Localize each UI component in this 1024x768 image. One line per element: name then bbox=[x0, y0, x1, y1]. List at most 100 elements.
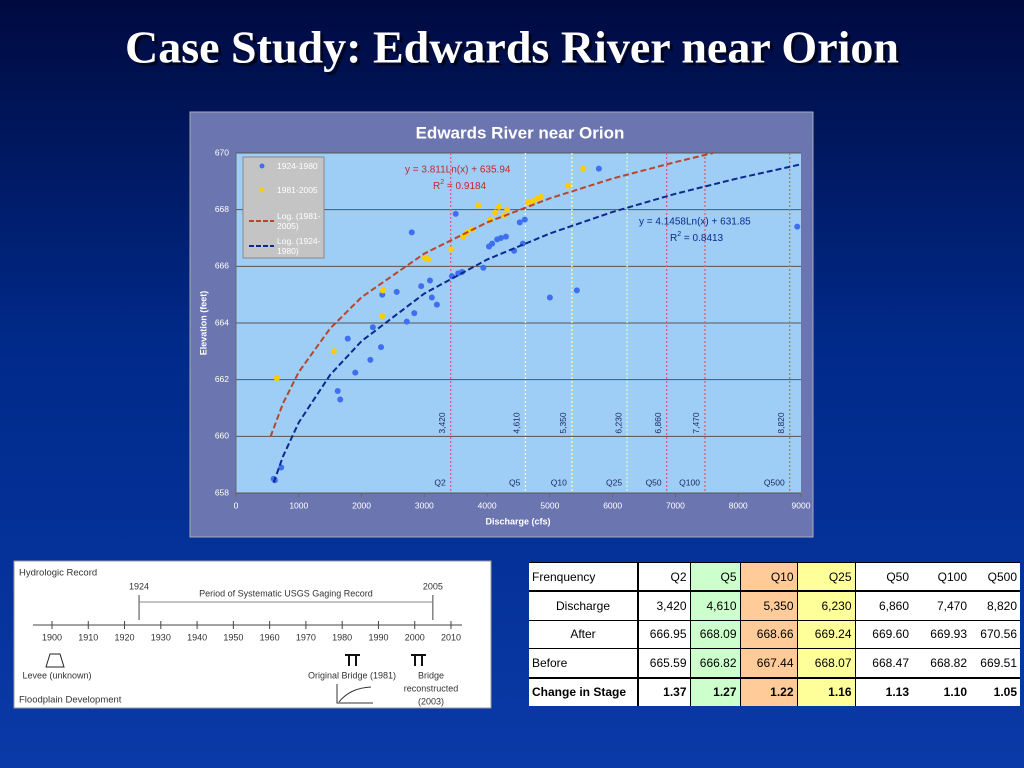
point bbox=[379, 287, 386, 294]
levee-label: Levee (unknown) bbox=[22, 670, 91, 680]
point bbox=[496, 203, 503, 210]
table-cell: 3,420 bbox=[638, 590, 691, 621]
r-squared: R2 = 0.9184 bbox=[433, 179, 487, 192]
table-cell: 668.09 bbox=[690, 619, 741, 649]
bridge-label: Original Bridge (1981) bbox=[308, 670, 396, 680]
table-cell: 4,610 bbox=[690, 590, 741, 621]
table-cell: Q5 bbox=[690, 562, 741, 592]
reference-name: Q2 bbox=[434, 477, 446, 487]
point bbox=[337, 396, 344, 403]
point bbox=[426, 277, 433, 284]
reference-name: Q5 bbox=[509, 477, 521, 487]
y-tick-label: 670 bbox=[215, 147, 229, 157]
point bbox=[502, 233, 509, 240]
r-squared-part: 2 bbox=[677, 231, 681, 238]
reference-name: Q500 bbox=[764, 477, 785, 487]
timeline-year: 1950 bbox=[223, 632, 243, 642]
x-tick-label: 5000 bbox=[540, 500, 559, 510]
table-cell: Q100 bbox=[912, 562, 970, 592]
timeline-panel bbox=[13, 560, 492, 709]
point bbox=[408, 229, 415, 236]
point bbox=[330, 348, 337, 355]
period-end-label: 2005 bbox=[423, 581, 443, 591]
table-row: Before 665.59 666.82 667.44 668.07 668.47 668.… bbox=[529, 648, 1020, 678]
equation: y = 4.1458Ln(x) + 631.85 bbox=[639, 217, 751, 228]
point bbox=[546, 294, 553, 301]
y-tick-label: 660 bbox=[215, 431, 229, 441]
table-cell: 1.27 bbox=[690, 676, 741, 706]
point bbox=[480, 264, 487, 271]
point bbox=[516, 219, 523, 226]
legend-entry: 1981-2005 bbox=[277, 185, 318, 195]
table-cell: 7,470 bbox=[912, 590, 970, 621]
reference-value: 7,470 bbox=[691, 412, 701, 434]
point bbox=[460, 233, 467, 240]
table-cell: 1.16 bbox=[797, 676, 856, 706]
point bbox=[448, 246, 455, 253]
r-squared-part: R bbox=[433, 181, 440, 192]
table-cell: 670.56 bbox=[970, 619, 1020, 649]
point bbox=[425, 256, 432, 263]
point bbox=[369, 324, 376, 331]
timeline-year: 2000 bbox=[405, 632, 425, 642]
point bbox=[529, 198, 536, 205]
timeline-year: 1900 bbox=[42, 632, 62, 642]
table-cell: 8,820 bbox=[970, 590, 1020, 621]
table-row: Change in Stage 1.37 1.27 1.22 1.16 1.13 1.10 1… bbox=[529, 676, 1020, 706]
development-icon bbox=[336, 684, 373, 704]
x-tick-label: 7000 bbox=[666, 500, 685, 510]
point bbox=[428, 294, 435, 301]
r-squared-part: = 0.9184 bbox=[444, 181, 486, 192]
x-tick-label: 0 bbox=[234, 500, 239, 510]
legend-marker bbox=[259, 187, 265, 193]
r-squared-part: 2 bbox=[440, 179, 444, 186]
table-cell: Q10 bbox=[740, 562, 798, 592]
y-tick-label: 658 bbox=[215, 487, 229, 497]
table-cell: 669.93 bbox=[912, 619, 970, 649]
x-tick-label: 6000 bbox=[603, 500, 622, 510]
point bbox=[334, 388, 341, 394]
table-row: Frenquency Q2 Q5 Q10 Q25 Q50 Q100 Q500 bbox=[529, 562, 1020, 592]
timeline-year: 1910 bbox=[78, 632, 98, 642]
table-cell: 1.37 bbox=[638, 676, 691, 706]
chart-title: Edwards River near Orion bbox=[416, 123, 625, 142]
point bbox=[595, 165, 602, 172]
table-cell: Q2 bbox=[638, 562, 691, 592]
table-row: After 666.95 668.09 668.66 669.24 669.60 669.9… bbox=[529, 619, 1020, 649]
point bbox=[273, 375, 280, 382]
r-squared: R2 = 0.8413 bbox=[670, 231, 724, 244]
point bbox=[411, 310, 418, 317]
reference-value: 4,610 bbox=[512, 412, 522, 434]
x-tick-label: 8000 bbox=[729, 500, 748, 510]
reference-name: Q50 bbox=[646, 477, 662, 487]
timeline-year: 1970 bbox=[296, 632, 316, 642]
legend-entry: Log. (1981-2005) bbox=[277, 211, 320, 231]
point bbox=[538, 193, 545, 200]
table-cell: Q50 bbox=[855, 562, 912, 592]
point bbox=[403, 318, 410, 325]
table-cell: Q500 bbox=[970, 562, 1020, 592]
r-squared-part: = 0.8413 bbox=[681, 233, 723, 244]
legend-label: Log. (1924-1980) bbox=[277, 236, 321, 256]
rebuild-label: Bridge bbox=[418, 670, 444, 680]
table-cell: 668.07 bbox=[797, 648, 856, 678]
table-cell: 669.60 bbox=[855, 619, 912, 649]
legend-entry: 1924-1980 bbox=[277, 161, 318, 171]
table-cell: 666.82 bbox=[690, 648, 741, 678]
flood-table: Frenquency Q2 Q5 Q10 Q25 Q50 Q100 Q500 Discharge… bbox=[529, 562, 1020, 706]
period-label: Period of Systematic USGS Gaging Record bbox=[199, 588, 373, 598]
equation: y = 3.811Ln(x) + 635.94 bbox=[405, 165, 511, 176]
table-cell: 1.22 bbox=[740, 676, 798, 706]
table-cell: 6,860 bbox=[855, 590, 912, 621]
fit-curve bbox=[272, 163, 802, 483]
y-tick-label: 666 bbox=[215, 261, 229, 271]
period-start-label: 1924 bbox=[129, 581, 149, 591]
legend-marker bbox=[259, 163, 265, 169]
rebuild-label: reconstructed bbox=[404, 683, 459, 693]
point bbox=[573, 287, 580, 294]
table-cell: 5,350 bbox=[740, 590, 798, 621]
point bbox=[418, 283, 425, 290]
reference-name: Q25 bbox=[606, 477, 622, 487]
x-axis-label: Discharge (cfs) bbox=[485, 516, 550, 526]
